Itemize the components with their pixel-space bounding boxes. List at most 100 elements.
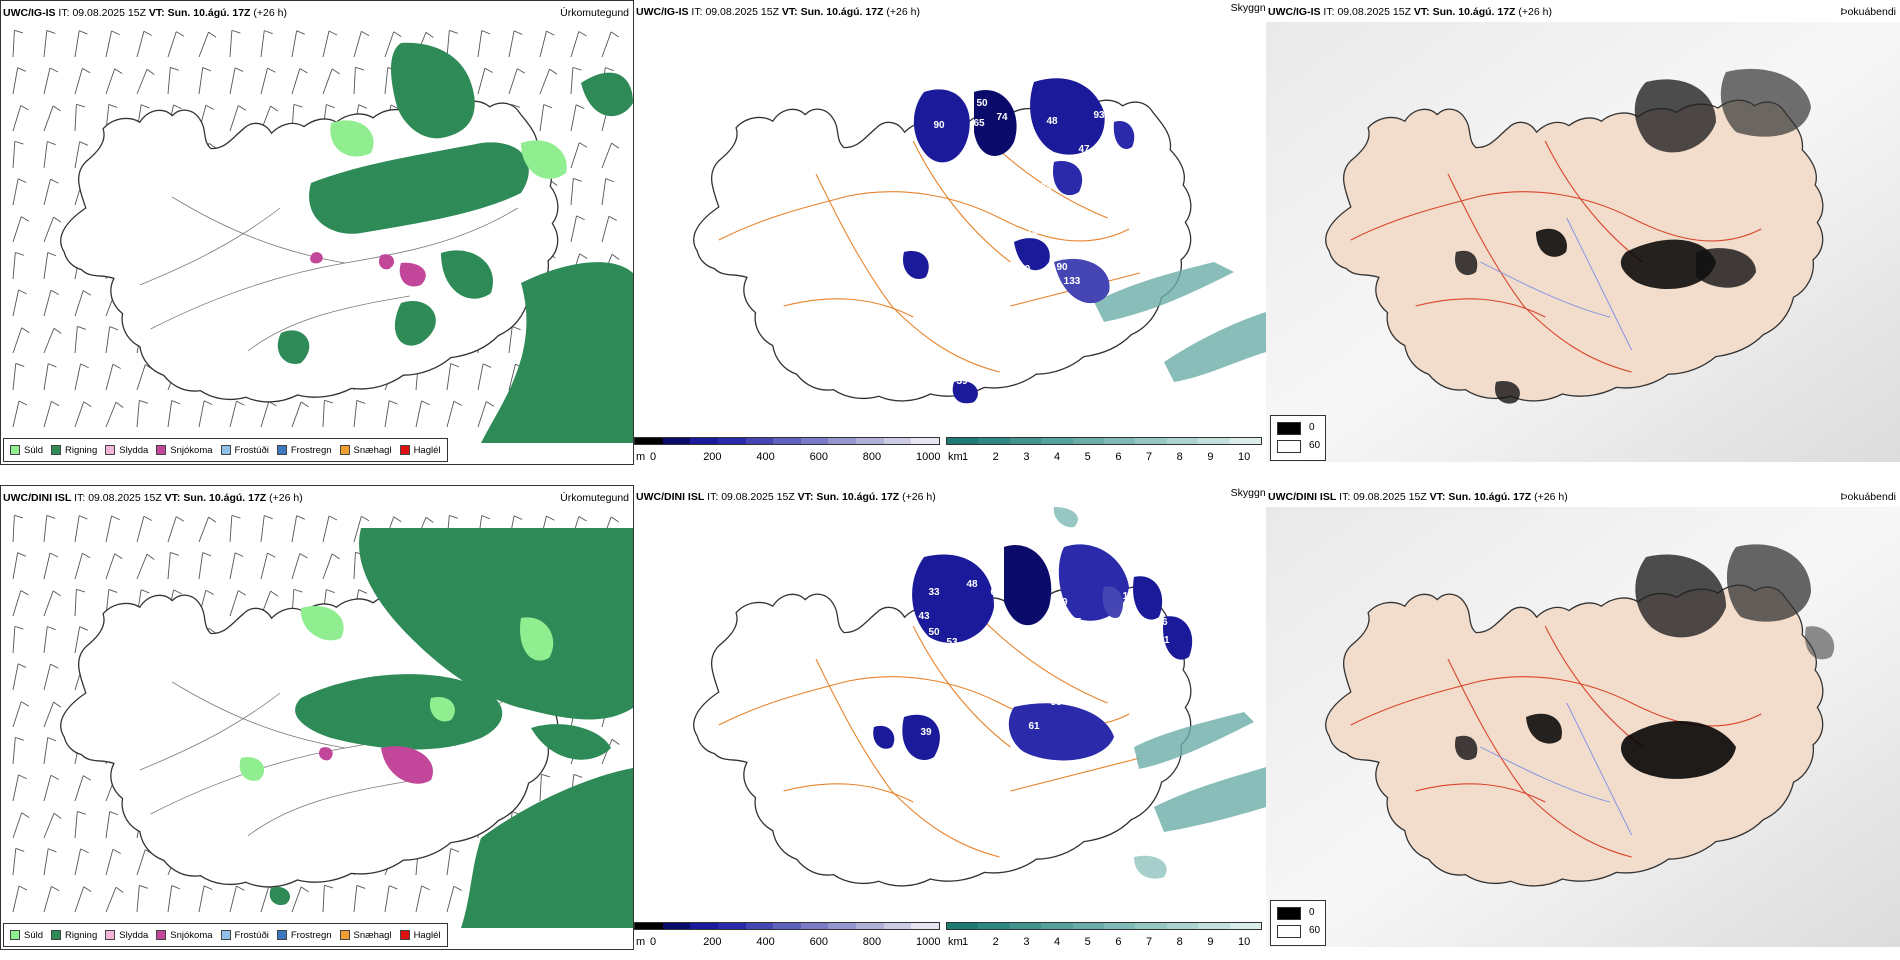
cloud-base-scale-tick: 800 (862, 451, 882, 463)
wind-barb-icon (136, 67, 156, 97)
fog-legend: 0 60 (1270, 415, 1326, 461)
cloud-base-label: 86 (873, 262, 885, 273)
row-top: UWC/IG-IS IT: 09.08.2025 15Z VT: Sun. 10… (0, 0, 1900, 475)
wind-barb-icon (601, 215, 618, 243)
wind-barb-icon (291, 67, 309, 96)
precip-legend-swatch (105, 445, 116, 455)
precip-type-panel: UWC/DINI ISL IT: 09.08.2025 15Z VT: Sun.… (0, 485, 634, 950)
wind-barb-icon (40, 29, 59, 58)
lead-time: (+26 h) (1534, 491, 1568, 503)
wind-barb-icon (43, 67, 59, 95)
wind-barb-icon (539, 30, 555, 58)
wind-barb-icon (446, 400, 463, 428)
vt-value: Sun. 10.ágú. 17Z (183, 492, 267, 504)
wind-barb-icon (74, 67, 91, 96)
visibility-scale-step (1135, 923, 1167, 929)
model-name: UWC/DINI ISL (3, 492, 72, 504)
cloud-base-unit: m (636, 936, 646, 948)
cloud-base-scale-step (800, 438, 829, 444)
wind-barb-icon (570, 141, 588, 170)
wind-barb-icon (41, 736, 59, 765)
fog-legend-min: 60 (1309, 925, 1321, 936)
wind-barb-icon (228, 67, 245, 95)
fog-legend-min-swatch (1277, 440, 1301, 453)
visibility-scale-tick: 2 (992, 936, 999, 948)
fog-legend-max-swatch (1277, 422, 1301, 435)
cloud-base-label: 66 (1026, 761, 1038, 772)
wind-barb-icon (12, 289, 28, 317)
cloud-base-scale-tick: 600 (809, 936, 828, 948)
visibility-scale-step (1009, 923, 1042, 929)
vt-label: VT: (164, 492, 181, 504)
model-name: UWC/IG-IS (1268, 6, 1321, 18)
wind-barb-icon (11, 178, 28, 206)
cloud-base-map: 52 33 48 43 61 59 10 65 50 53 53 20 27 76 51 59 55 61 39 42… (693, 507, 1266, 887)
wind-barb-icon (103, 325, 121, 354)
wind-barb-icon (103, 810, 121, 839)
wind-barb-icon (507, 30, 524, 58)
cloud-base-scale-step (856, 438, 884, 444)
cloud-base-scale-step (911, 923, 940, 929)
lead-time: (+26 h) (886, 6, 920, 18)
wind-barb-icon (74, 400, 93, 429)
cloud-base-scale-step (800, 923, 829, 929)
wind-barb-icon (72, 514, 90, 543)
cloud-base-label: 25 (934, 380, 946, 391)
cloud-base-label: 93 (1093, 110, 1105, 121)
wind-barb-icon (43, 700, 62, 730)
it-value: 09.08.2025 15Z (1353, 491, 1427, 503)
wind-barb-icon (74, 552, 91, 581)
cloud-base-scale-tick: 400 (756, 451, 775, 463)
wind-barb-icon (444, 362, 462, 391)
cloud-base-scale-step (635, 438, 663, 444)
lead-time: (+26 h) (902, 491, 936, 503)
wind-barb-icon (508, 67, 526, 96)
wind-barb-icon (601, 30, 620, 60)
cloud-base-label: 133 (1064, 276, 1081, 287)
cloud-base-label: 59 (1154, 649, 1166, 660)
cloud-base-label: 48 (1046, 116, 1058, 127)
cloud-base-scale-tick: 1000 (916, 936, 941, 948)
cloud-base-scale-step (883, 923, 912, 929)
precip-legend-label: Frostúði (234, 929, 269, 941)
wind-barb-icon (322, 67, 341, 97)
vt-label: VT: (781, 6, 798, 18)
visibility-scale-tick: 8 (1176, 451, 1183, 463)
wind-barb-icon (444, 847, 462, 876)
cloud-base-scale-tick: 200 (703, 451, 722, 463)
panel-title: UWC/IG-IS IT: 09.08.2025 15Z VT: Sun. 10… (1268, 6, 1552, 18)
cloud-base-label: 45 (903, 106, 915, 117)
it-label: IT: (74, 492, 86, 504)
wind-barb-icon (566, 176, 586, 206)
cloud-base-label: 12 (1026, 226, 1038, 237)
wind-barb-icon (12, 811, 31, 840)
precip-legend-swatch (220, 445, 231, 455)
cloud-base-label: 20 (988, 641, 1000, 652)
cloud-base-scale-step (717, 923, 746, 929)
precip-legend-item: Frostúði (220, 929, 269, 941)
precip-legend-label: Snjókoma (170, 444, 213, 456)
wind-barb-icon (8, 139, 28, 169)
model-name: UWC/DINI ISL (1268, 491, 1337, 503)
wind-barb-icon (70, 324, 90, 354)
precip-legend-item: Rigning (51, 930, 97, 941)
precip-legend-label: Frostregn (290, 444, 332, 456)
cloud-base-scale-step (745, 923, 774, 929)
precip-legend-swatch (399, 445, 410, 455)
wind-barb-icon (12, 400, 28, 428)
precip-legend-item: Frostregn (276, 444, 332, 456)
wind-barb-icon (353, 30, 370, 59)
wind-barb-icon (475, 29, 493, 58)
visibility-scale: km 1 2 3 4 5 6 7 8 9 10 (946, 922, 1266, 950)
visibility-scale-tick: 9 (1207, 451, 1214, 463)
wind-barb-icon (196, 551, 214, 580)
it-value: 09.08.2025 15Z (1337, 6, 1411, 18)
model-name: UWC/IG-IS (3, 7, 56, 19)
precip-legend-swatch (51, 930, 62, 940)
precip-legend-swatch (10, 930, 20, 940)
panel-title: UWC/IG-IS IT: 09.08.2025 15Z VT: Sun. 10… (3, 7, 287, 19)
precip-legend-item: Slydda (105, 445, 148, 456)
precip-legend-label: Haglél (413, 929, 441, 941)
wind-barb-icon (72, 29, 90, 58)
